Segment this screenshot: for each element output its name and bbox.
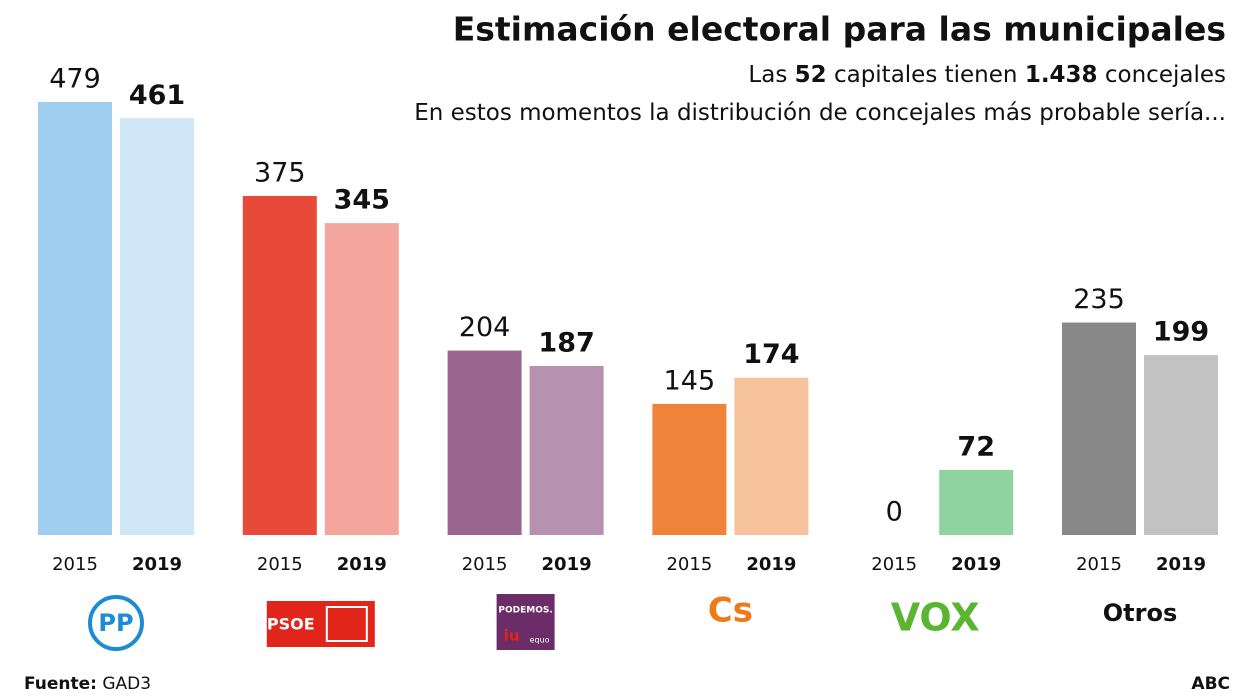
year-label: 2015 [257,554,303,575]
logo-shape [88,595,144,651]
credit: ABC [1191,674,1230,694]
value-label: 174 [743,339,799,370]
year-label: 2015 [1076,554,1122,575]
source: Fuente: GAD3 [24,674,151,694]
year-label: 2019 [542,554,592,575]
year-label: 2019 [1156,554,1206,575]
category-label: Otros [1103,599,1177,627]
bar [242,196,317,535]
value-label: 72 [957,431,995,462]
year-label: 2015 [52,554,98,575]
logo-text: equo [530,636,550,645]
subtitle-part: 52 [795,62,827,88]
party-logo: VOX [891,596,980,640]
value-label: 479 [49,63,101,94]
value-label: 345 [334,185,390,216]
logo-shape [266,601,375,647]
year-label: 2019 [337,554,387,575]
subtitle-part: 1.438 [1025,62,1098,88]
value-label: 145 [664,365,716,396]
source-text: GAD3 [102,674,151,694]
year-label: 2015 [462,554,508,575]
subtitle: Las 52 capitales tienen 1.438 concejales [748,62,1226,88]
year-label: 2019 [132,554,182,575]
category-label: PODEMOS. [498,606,552,616]
year-label: 2015 [871,554,917,575]
bar [324,223,399,535]
subtitle-part: En estos momentos la distribución de con… [414,100,1226,126]
value-label: 0 [886,497,903,528]
year-label: 2019 [746,554,796,575]
category-label: PP [98,609,133,637]
source-label: Fuente: [24,674,97,694]
category-label: Cs [708,591,753,631]
bar [734,377,809,535]
party-logo: PODEMOS. iu equo [496,594,555,650]
value-label: 199 [1153,317,1209,348]
value-label: 204 [459,312,511,343]
value-label: 375 [254,158,306,189]
bar [1144,355,1218,535]
category-label: PSOE [267,615,315,634]
bar [652,403,727,535]
bar [1062,322,1136,535]
category-label: VOX [891,596,980,640]
bar [529,365,604,535]
bar [447,350,522,535]
subtitle-part: capitales tienen [827,62,1025,88]
year-label: 2019 [951,554,1001,575]
bar [38,101,112,535]
subtitle: En estos momentos la distribución de con… [414,100,1226,126]
subtitle-part: Las [748,62,794,88]
value-label: 235 [1073,284,1125,315]
party-logo: PSOE [266,601,375,647]
bar [120,118,194,536]
chart-title: Estimación electoral para las municipale… [453,10,1226,49]
party-logo: PP [88,595,144,651]
year-label: 2015 [666,554,712,575]
party-logo: Cs [708,591,753,631]
subtitle-part: concejales [1098,62,1226,88]
value-label: 461 [129,80,185,111]
logo-shape [496,594,555,650]
bar [939,469,1014,535]
value-label: 187 [538,327,594,358]
party-logo: Otros [1103,599,1177,627]
logo-text: iu [504,627,520,645]
logo-shape [325,606,368,642]
